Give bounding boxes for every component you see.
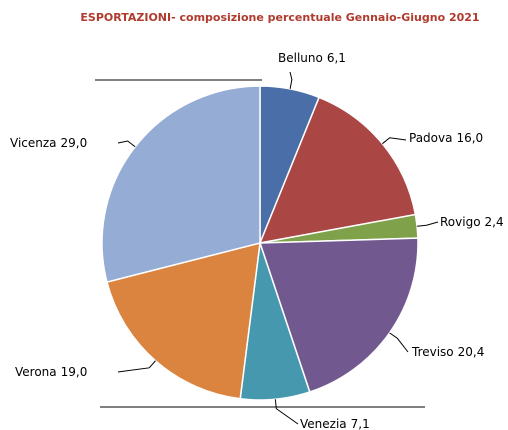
leader-line <box>117 140 136 148</box>
chart-title: ESPORTAZIONI- composizione percentuale G… <box>80 11 479 24</box>
pie-slice <box>258 96 417 244</box>
pie-slice <box>101 85 261 283</box>
slice-label: Verona 19,0 <box>15 365 87 379</box>
value-label: 19,0 <box>61 365 88 379</box>
value-label: 7,1 <box>351 417 370 430</box>
leader-line <box>117 360 156 373</box>
category-name: Rovigo <box>440 215 481 229</box>
slice-label: Venezia 7,1 <box>300 417 370 430</box>
leader-line <box>417 221 439 227</box>
category-name: Venezia <box>300 417 347 430</box>
category-name: Belluno <box>278 51 323 65</box>
value-label: 6,1 <box>327 51 346 65</box>
value-label: 2,4 <box>485 215 504 229</box>
leader-line <box>382 137 407 145</box>
value-label: 20,4 <box>458 345 485 359</box>
slice-label: Treviso 20,4 <box>411 345 484 359</box>
leader-line <box>274 399 299 425</box>
leader-line <box>389 332 409 353</box>
leader-line <box>289 71 293 89</box>
value-label: 16,0 <box>456 131 483 145</box>
value-label: 29,0 <box>61 136 88 150</box>
pie-slice <box>106 242 261 400</box>
category-name: Treviso <box>411 345 454 359</box>
pie-slice <box>258 237 419 393</box>
category-name: Verona <box>15 365 57 379</box>
slice-label: Padova 16,0 <box>409 131 483 145</box>
category-name: Vicenza <box>10 136 57 150</box>
slice-label: Rovigo 2,4 <box>440 215 504 229</box>
slice-label: Belluno 6,1 <box>278 51 346 65</box>
slice-label: Vicenza 29,0 <box>10 136 87 150</box>
category-name: Padova <box>409 131 452 145</box>
